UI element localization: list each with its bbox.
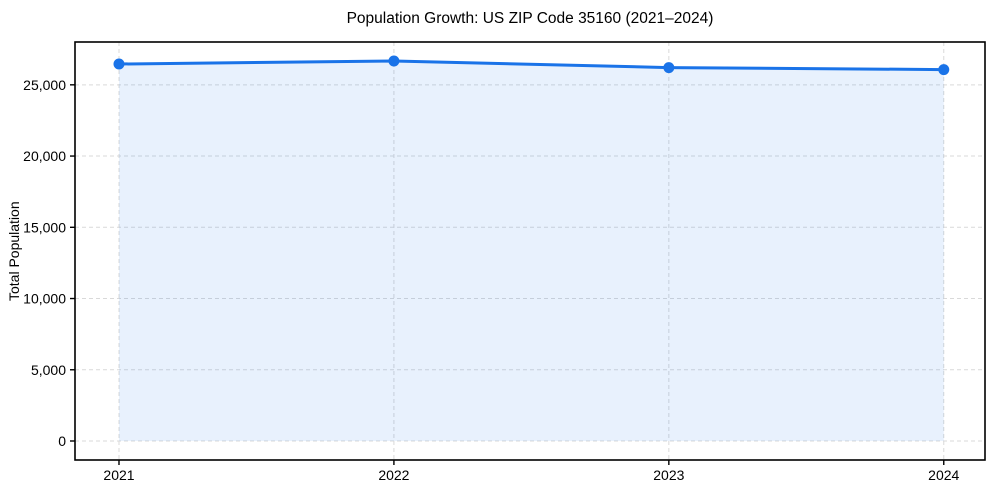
- y-tick-label: 25,000: [23, 77, 66, 93]
- data-point-2024: [938, 64, 950, 76]
- x-tick-label: 2024: [928, 467, 959, 483]
- population-line: [117, 59, 946, 72]
- plot-border: [74, 41, 986, 461]
- y-tick-label: 0: [58, 433, 66, 449]
- y-tick-label: 5,000: [31, 362, 66, 378]
- y-tick-label: 15,000: [23, 219, 66, 235]
- x-tick-label: 2023: [653, 467, 684, 483]
- x-tick-label: 2021: [103, 467, 134, 483]
- data-point-2021: [113, 58, 125, 70]
- data-point-2023: [663, 62, 675, 74]
- data-point-2022: [388, 55, 400, 67]
- x-tick-label: 2022: [378, 467, 409, 483]
- y-tick-label: 20,000: [23, 148, 66, 164]
- chart-title: Population Growth: US ZIP Code 35160 (20…: [346, 10, 714, 27]
- y-tick-label: 10,000: [23, 291, 66, 307]
- area-fill: [118, 61, 944, 441]
